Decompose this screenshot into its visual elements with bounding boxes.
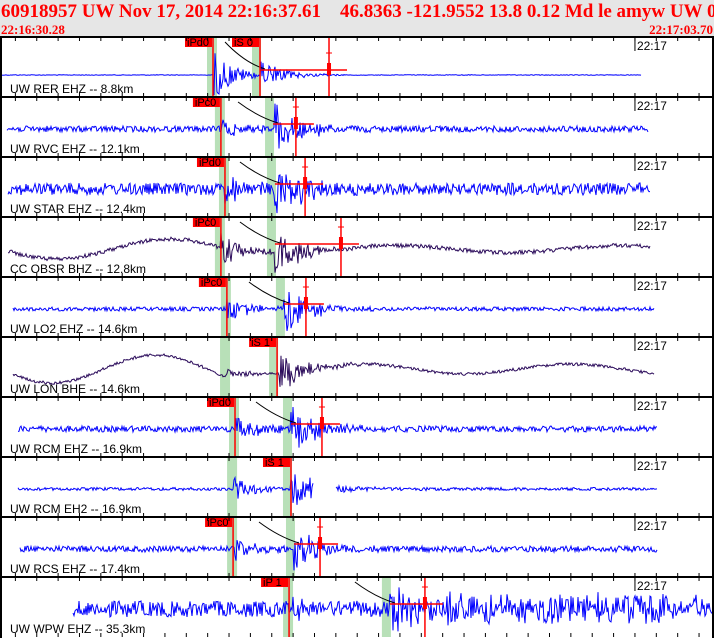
trace-panel: iPc0 22:17 CC OBSR BHZ -- 12.8km xyxy=(0,216,714,277)
trace-panel: iPd0 22:17 UW RCM EHZ -- 16.9km xyxy=(0,396,714,457)
station-label: CC OBSR BHZ -- 12.8km xyxy=(10,262,146,276)
pick-label: iPd0 xyxy=(209,397,231,409)
waveform xyxy=(7,174,650,214)
pick-label: iPc0 xyxy=(195,97,216,109)
waveform xyxy=(0,53,642,96)
pick-label-box xyxy=(249,337,277,347)
pick-label-box xyxy=(192,97,220,107)
minute-label: 22:17 xyxy=(637,519,667,533)
s-pick-window xyxy=(269,337,279,397)
trace-panel: iS 1 22:17 UW RCM EH2 -- 16.9km xyxy=(0,456,714,517)
start-time: 22:16:30.28 xyxy=(1,22,65,37)
p-pick-window xyxy=(207,37,218,97)
pick-label: iS 1 xyxy=(251,337,270,349)
trace-panel: iPd0 22:17 UW STAR EHZ -- 12.4km xyxy=(0,156,714,217)
trace-panel: iP 1 22:17 UW WPW EHZ -- 35.3km xyxy=(0,576,714,637)
coda-marker-block xyxy=(293,117,298,129)
s-pick-window xyxy=(266,217,276,277)
minute-label: 22:17 xyxy=(637,459,667,473)
p-pick-window xyxy=(218,157,229,217)
minute-label: 22:17 xyxy=(637,39,667,53)
waveform xyxy=(17,406,657,448)
waveform xyxy=(8,232,651,273)
minute-label: 22:17 xyxy=(637,279,667,293)
s-pick-window xyxy=(252,37,262,97)
header-background xyxy=(0,0,714,37)
waveform xyxy=(17,474,658,505)
p-pick-window xyxy=(227,457,238,517)
trace-panel: iS 1 22:17 UW LON BHE -- 14.6km xyxy=(0,336,714,397)
coda-marker-block xyxy=(318,537,323,549)
coda-curve xyxy=(354,581,396,604)
coda-curve xyxy=(248,281,290,304)
waveform xyxy=(12,291,655,331)
pick-label: iPc0 xyxy=(195,217,216,229)
pick-label: iS 0 xyxy=(234,37,253,49)
coda-curve xyxy=(255,401,297,424)
coda-curve xyxy=(258,521,300,544)
event-title: 60918957 UW Nov 17, 2014 22:16:37.61 46.… xyxy=(1,1,714,22)
waveform xyxy=(19,534,658,571)
minute-label: 22:17 xyxy=(637,339,667,353)
coda-curve xyxy=(239,161,281,184)
minute-label: 22:17 xyxy=(637,399,667,413)
station-label: UW LON BHE -- 14.6km xyxy=(10,382,140,396)
pick-label-box xyxy=(198,277,226,287)
station-label: UW WPW EHZ -- 35.3km xyxy=(10,622,145,636)
coda-marker-block xyxy=(303,177,308,189)
pick-label: iPd0 xyxy=(187,37,209,49)
pick-label-box xyxy=(261,577,289,587)
p-pick-window xyxy=(229,397,240,457)
pick-label: iP 1 xyxy=(263,577,282,589)
waveform xyxy=(12,353,655,387)
pick-label-box xyxy=(232,37,260,47)
station-label: UW RVC EHZ -- 12.1km xyxy=(10,142,140,156)
waveform xyxy=(72,587,714,632)
pick-label-box xyxy=(262,457,290,467)
waveform xyxy=(6,103,649,149)
trace-panel: iPc0 22:17 UW RVC EHZ -- 12.1km xyxy=(0,96,714,157)
station-label: UW RCM EH2 -- 16.9km xyxy=(10,502,141,516)
trace-panel: iPc0 22:17 UW RCS EHZ -- 17.4km xyxy=(0,516,714,577)
pick-label-box xyxy=(185,37,213,47)
trace-panels: iPd0 iS 0 22:17 UW RER EHZ -- 8.8km iPc0 22:1… xyxy=(0,36,714,638)
s-pick-window xyxy=(285,517,295,577)
pick-label: iPc0 xyxy=(207,517,228,529)
minute-label: 22:17 xyxy=(637,219,667,233)
coda-curve xyxy=(224,41,266,70)
station-label: UW STAR EHZ -- 12.4km xyxy=(10,202,146,216)
station-label: UW RCM EHZ -- 16.9km xyxy=(10,442,142,456)
pick-label: iS 1 xyxy=(265,457,284,469)
coda-marker-block xyxy=(338,237,343,249)
pick-label-box xyxy=(196,157,224,167)
coda-marker-block xyxy=(319,417,324,429)
s-pick-window xyxy=(265,97,275,157)
pick-label-box xyxy=(205,517,233,527)
p-pick-window xyxy=(220,337,231,397)
pick-label: iPc0 xyxy=(201,277,222,289)
end-time: 22:17:03.70 xyxy=(649,22,713,37)
station-label: UW RCS EHZ -- 17.4km xyxy=(10,562,140,576)
p-pick-window xyxy=(214,97,225,157)
coda-marker-block xyxy=(327,63,332,75)
coda-marker-block xyxy=(303,297,308,309)
pick-label: iPd0 xyxy=(199,157,221,169)
station-label: UW LO2 EHZ -- 14.6km xyxy=(10,322,137,336)
trace-panel: iPc0 22:17 UW LO2 EHZ -- 14.6km xyxy=(0,276,714,337)
minute-label: 22:17 xyxy=(637,99,667,113)
s-pick-window xyxy=(282,457,292,517)
coda-curve xyxy=(239,221,281,244)
trace-panel: iPd0 iS 0 22:17 UW RER EHZ -- 8.8km xyxy=(0,36,714,97)
minute-label: 22:17 xyxy=(637,579,667,593)
coda-curve xyxy=(237,101,279,124)
minute-label: 22:17 xyxy=(637,159,667,173)
pick-label-box xyxy=(207,397,235,407)
coda-marker-block xyxy=(422,597,427,609)
station-label: UW RER EHZ -- 8.8km xyxy=(10,82,133,96)
pick-label-box xyxy=(192,217,220,227)
